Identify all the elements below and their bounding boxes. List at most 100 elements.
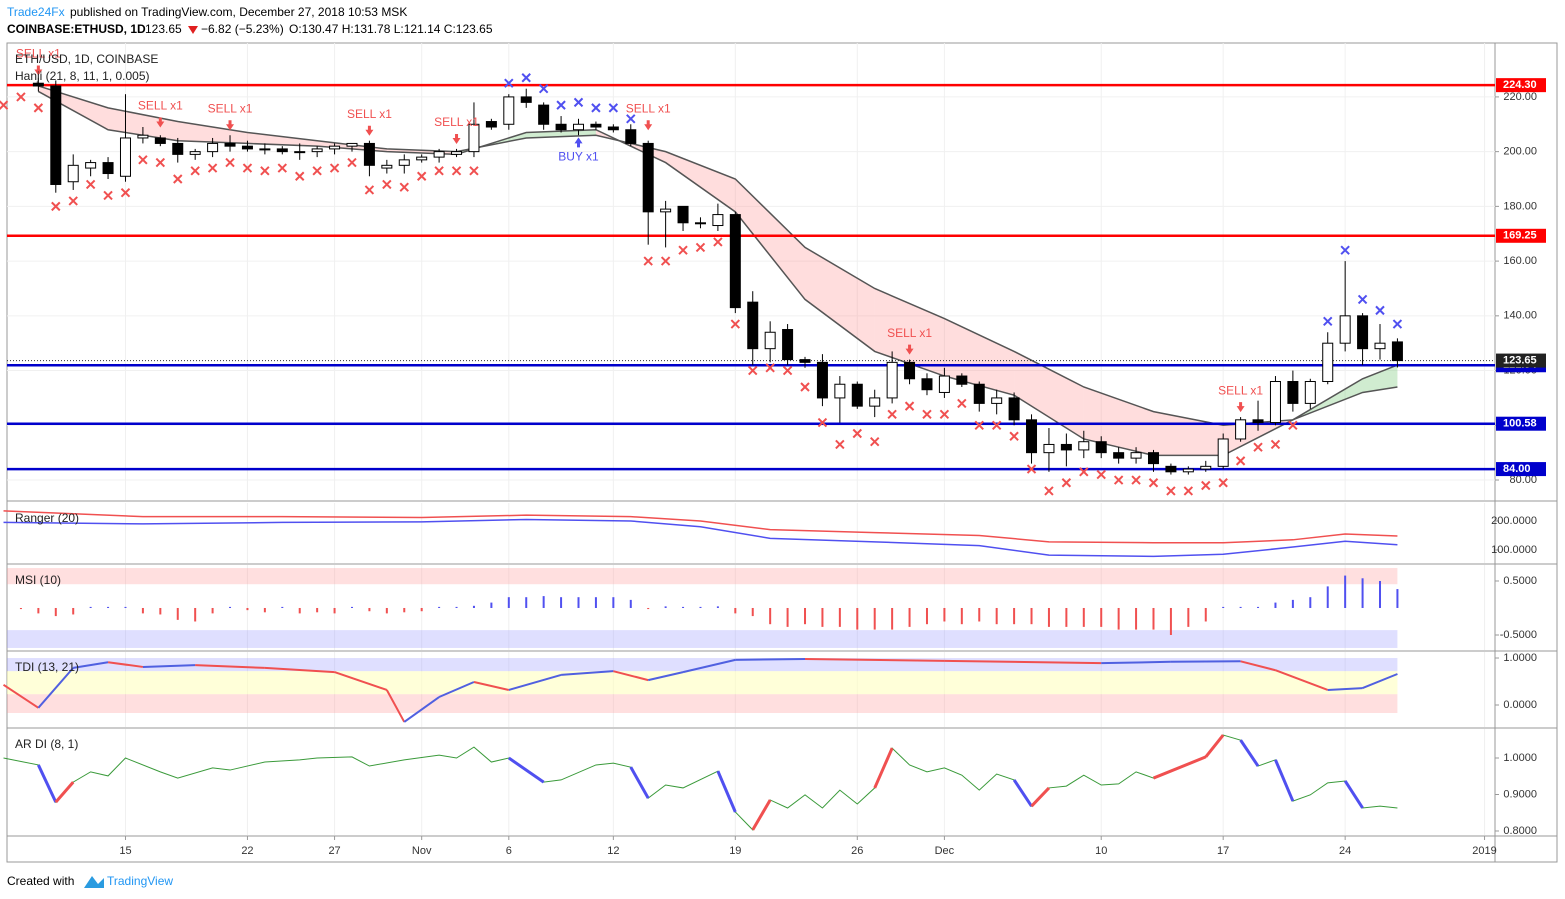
series-segment [944, 659, 1102, 665]
histogram-bar [891, 607, 894, 630]
stop-marker [1148, 478, 1159, 488]
candle-body [276, 148, 288, 153]
stop-marker [1183, 486, 1194, 496]
level-label-bg [1496, 416, 1546, 431]
stop-marker [991, 420, 1002, 431]
candle-body [886, 361, 898, 399]
candle-body [1008, 397, 1020, 421]
candle-body [485, 121, 497, 128]
histogram-bar [1222, 606, 1225, 608]
level-label-bg [1496, 78, 1546, 93]
signal-arrow [156, 117, 165, 128]
histogram-bar [786, 607, 789, 627]
signal-arrow [34, 65, 43, 76]
histogram-bar [769, 607, 772, 625]
level-label: 100.58 [1503, 418, 1537, 430]
cloud-line [38, 85, 1398, 427]
series-segment [1239, 739, 1260, 767]
band [7, 568, 1398, 585]
cloud-fill [805, 247, 875, 352]
histogram-bar [403, 607, 406, 613]
stop-marker [852, 428, 862, 439]
histogram-bar [995, 607, 998, 625]
stop-marker [1044, 486, 1054, 496]
histogram-bar [594, 597, 597, 608]
stop-marker [68, 196, 78, 206]
histogram-bar [821, 607, 824, 627]
candle-body [625, 129, 637, 144]
histogram-bar [873, 607, 876, 630]
stop-marker [399, 182, 409, 192]
signal-arrow [226, 120, 235, 131]
stop-marker [591, 103, 601, 113]
candle-body [32, 82, 44, 87]
down-arrow [188, 26, 198, 34]
histogram-bar [438, 606, 441, 608]
series-segment [613, 670, 649, 682]
stop-marker [608, 103, 619, 113]
series-segment [1152, 755, 1207, 780]
candle-body [1060, 443, 1072, 451]
stop-marker [765, 363, 775, 373]
stop-marker [573, 97, 584, 108]
stop-marker [643, 256, 653, 266]
stop-marker [155, 157, 166, 168]
series-segment [142, 664, 196, 668]
histogram-bar [838, 607, 841, 627]
last-price-label: 123.65 [1503, 354, 1537, 366]
histogram-bar [699, 606, 702, 608]
histogram-bar [612, 597, 615, 608]
histogram-bar [420, 607, 423, 612]
stop-marker [16, 92, 26, 102]
candle-body [451, 151, 463, 155]
candle-body [381, 164, 393, 169]
series-segment [1012, 779, 1033, 808]
candle-body [1026, 419, 1038, 454]
stop-marker [1201, 480, 1211, 491]
y-tick-label: 220.00 [1503, 91, 1537, 103]
cloud-fill [1362, 365, 1398, 393]
histogram-bar [211, 607, 214, 614]
histogram-bar [1047, 607, 1050, 627]
histogram-bar [1187, 607, 1190, 627]
signal-label: SELL x1 [16, 47, 61, 61]
stop-marker [138, 155, 148, 165]
cloud-fill [665, 151, 736, 212]
y-tick-label: 0.5000 [1503, 575, 1537, 587]
histogram-bar [1152, 607, 1155, 630]
histogram-bar [908, 607, 911, 627]
candle-body [1304, 381, 1316, 404]
candle-body [747, 301, 759, 350]
histogram-bar [1326, 586, 1329, 608]
signal-arrow [574, 137, 583, 148]
histogram-bar [1082, 607, 1085, 627]
x-tick-label: 22 [241, 845, 253, 857]
x-tick-label: 10 [1095, 845, 1107, 857]
histogram-bar [194, 607, 197, 622]
candle-body [799, 359, 811, 363]
histogram-bar [490, 602, 493, 608]
x-tick-label: 24 [1339, 845, 1351, 857]
stop-marker [469, 166, 479, 176]
stop-marker [922, 409, 932, 420]
series-segment [1274, 759, 1295, 802]
stop-marker [173, 174, 183, 184]
series-segment [195, 664, 265, 669]
stop-marker [556, 100, 566, 110]
x-tick-label: 17 [1217, 845, 1229, 857]
series-line [3, 518, 1398, 558]
candle-body [816, 361, 828, 399]
footer-brand[interactable]: TradingView [107, 874, 173, 888]
histogram-bar [629, 599, 632, 608]
histogram-bar [682, 606, 685, 608]
candle-body [189, 151, 201, 155]
stop-marker [626, 114, 636, 124]
series-segment [2, 683, 39, 709]
candle-body [555, 123, 567, 131]
series-segment [1343, 780, 1364, 809]
candle-body [119, 137, 131, 177]
candle-body [851, 383, 863, 407]
stop-marker [521, 73, 531, 83]
y-tick-label: 180.00 [1503, 200, 1537, 212]
stop-marker [51, 201, 61, 212]
